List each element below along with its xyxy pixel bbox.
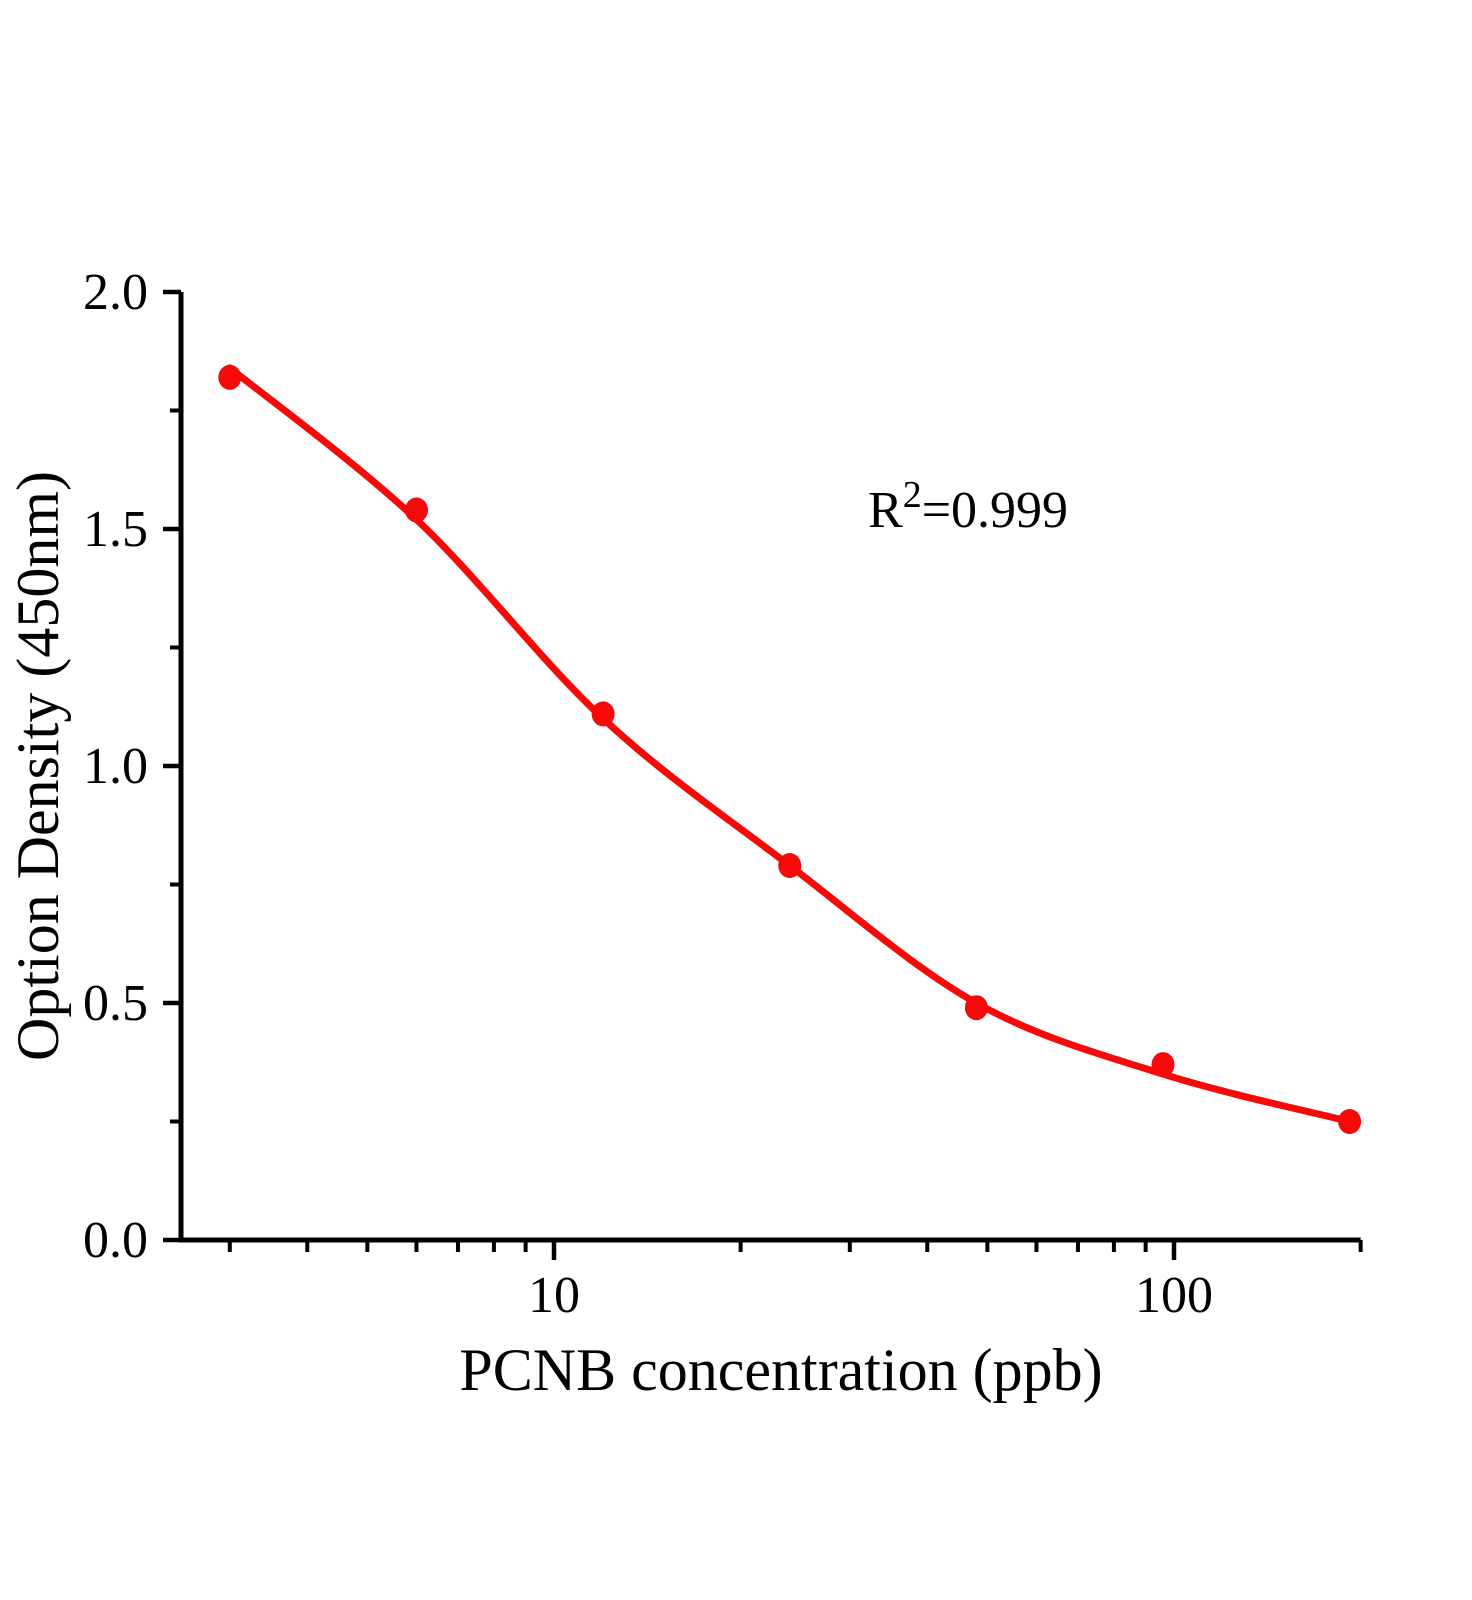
axis-ticks — [163, 289, 1363, 1260]
data-point — [1338, 1109, 1362, 1134]
r-squared-annotation: R2=0.999 — [868, 474, 1068, 539]
x-tick-label: 100 — [1135, 1267, 1213, 1324]
data-point — [218, 364, 242, 390]
r-squared-text: R2=0.999 — [868, 474, 1068, 539]
y-tick-label: 1.0 — [83, 738, 148, 795]
axis-tick-labels: 0.0 0.5 1.0 1.5 2.0 10 100 — [83, 264, 1213, 1324]
data-point — [964, 995, 988, 1021]
x-axis-title: PCNB concentration (ppb) — [459, 1337, 1102, 1403]
data-point — [405, 497, 428, 523]
data-point — [778, 853, 802, 878]
data-series — [218, 364, 1362, 1134]
y-tick-label: 0.0 — [83, 1212, 148, 1269]
data-point — [1151, 1052, 1175, 1078]
y-axis-title: Option Density (450nm) — [5, 471, 71, 1061]
y-tick-label: 2.0 — [83, 264, 148, 321]
data-point — [591, 701, 615, 727]
x-tick-label: 10 — [528, 1267, 580, 1324]
fit-curve-line — [226, 364, 1354, 1125]
y-tick-label: 1.5 — [83, 501, 148, 558]
axis-frame — [178, 292, 1361, 1243]
axis-titles: PCNB concentration (ppb) Option Density (… — [5, 471, 1103, 1403]
y-tick-label: 0.5 — [83, 975, 148, 1032]
axes — [178, 292, 1361, 1243]
